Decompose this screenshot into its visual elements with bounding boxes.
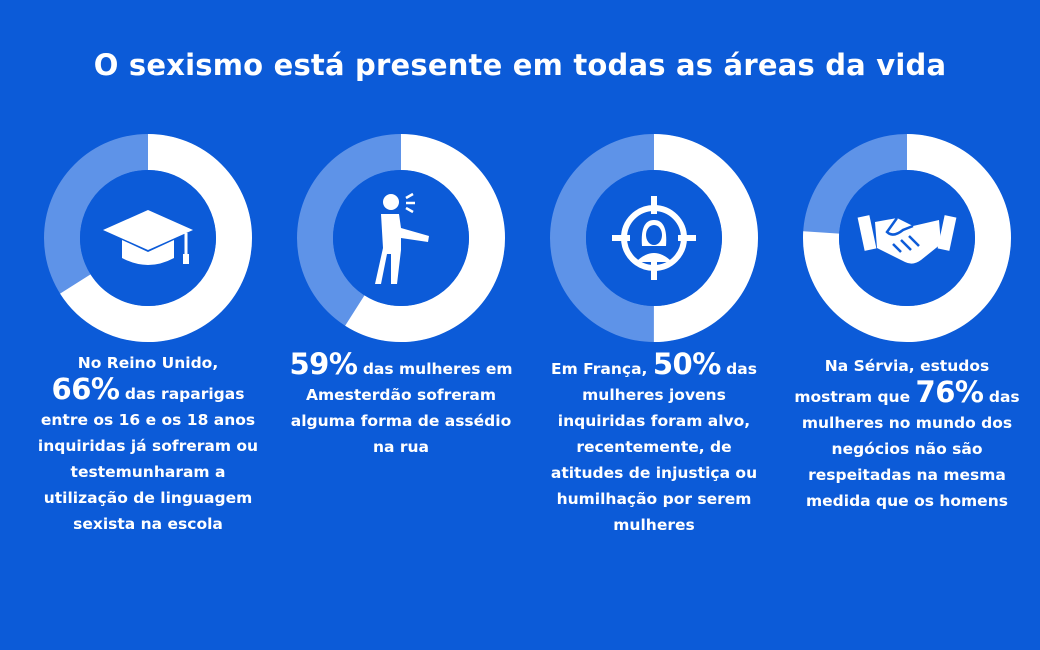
donut-value-segment	[803, 134, 1011, 342]
stat-value: 59%	[289, 347, 358, 381]
caption-text: das mulheres no mundo dos negócios não s…	[801, 388, 1020, 510]
caption: Na Sérvia, estudos mostram que 76% das m…	[792, 353, 1022, 514]
caption-text: das mulheres jovens inquiridas foram alv…	[550, 360, 758, 534]
caption: 59% das mulheres em Amesterdão sofreram …	[286, 350, 516, 460]
caption-text: das mulheres em Amesterdão sofreram algu…	[290, 360, 513, 456]
donut-chart	[297, 134, 505, 342]
caption: Em França, 50% das mulheres jovens inqui…	[539, 350, 769, 538]
caption-text: das raparigas entre os 16 e os 18 anos i…	[37, 385, 259, 533]
shouting-person-icon	[375, 192, 429, 284]
donut-value-segment	[297, 134, 505, 342]
caption-lead: Em França,	[551, 360, 648, 378]
graduation-cap-icon	[103, 210, 193, 265]
donut-value-segment	[44, 134, 252, 342]
stat-value: 76%	[915, 375, 984, 409]
stat-value: 66%	[51, 372, 120, 406]
donut-value-segment	[550, 134, 758, 342]
handshake-icon	[857, 215, 957, 264]
caption-lead: Na Sérvia, estudos mostram que	[794, 357, 990, 406]
caption-lead: No Reino Unido,	[77, 354, 219, 372]
page-title: O sexismo está presente em todas as área…	[93, 48, 947, 82]
caption: No Reino Unido, 66% das raparigas entre …	[33, 350, 263, 537]
stat-value: 50%	[652, 347, 721, 381]
targeted-woman-icon	[612, 196, 696, 280]
